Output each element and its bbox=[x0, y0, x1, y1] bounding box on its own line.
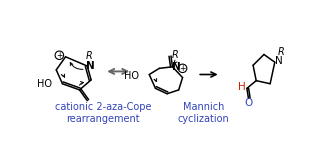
Text: +: + bbox=[56, 51, 63, 60]
Text: Mannich
cyclization: Mannich cyclization bbox=[178, 102, 230, 124]
Text: N: N bbox=[86, 61, 95, 71]
Text: N: N bbox=[275, 56, 283, 66]
Text: cationic 2-aza-Cope
rearrangement: cationic 2-aza-Cope rearrangement bbox=[54, 102, 151, 124]
Text: R: R bbox=[172, 50, 179, 60]
Text: N: N bbox=[172, 62, 181, 72]
Text: +: + bbox=[179, 64, 186, 73]
Text: HO: HO bbox=[37, 79, 52, 89]
Text: H: H bbox=[238, 82, 246, 92]
Text: O: O bbox=[244, 98, 253, 108]
Text: R: R bbox=[278, 47, 284, 57]
Text: HO: HO bbox=[124, 71, 139, 81]
Text: R: R bbox=[86, 51, 93, 61]
